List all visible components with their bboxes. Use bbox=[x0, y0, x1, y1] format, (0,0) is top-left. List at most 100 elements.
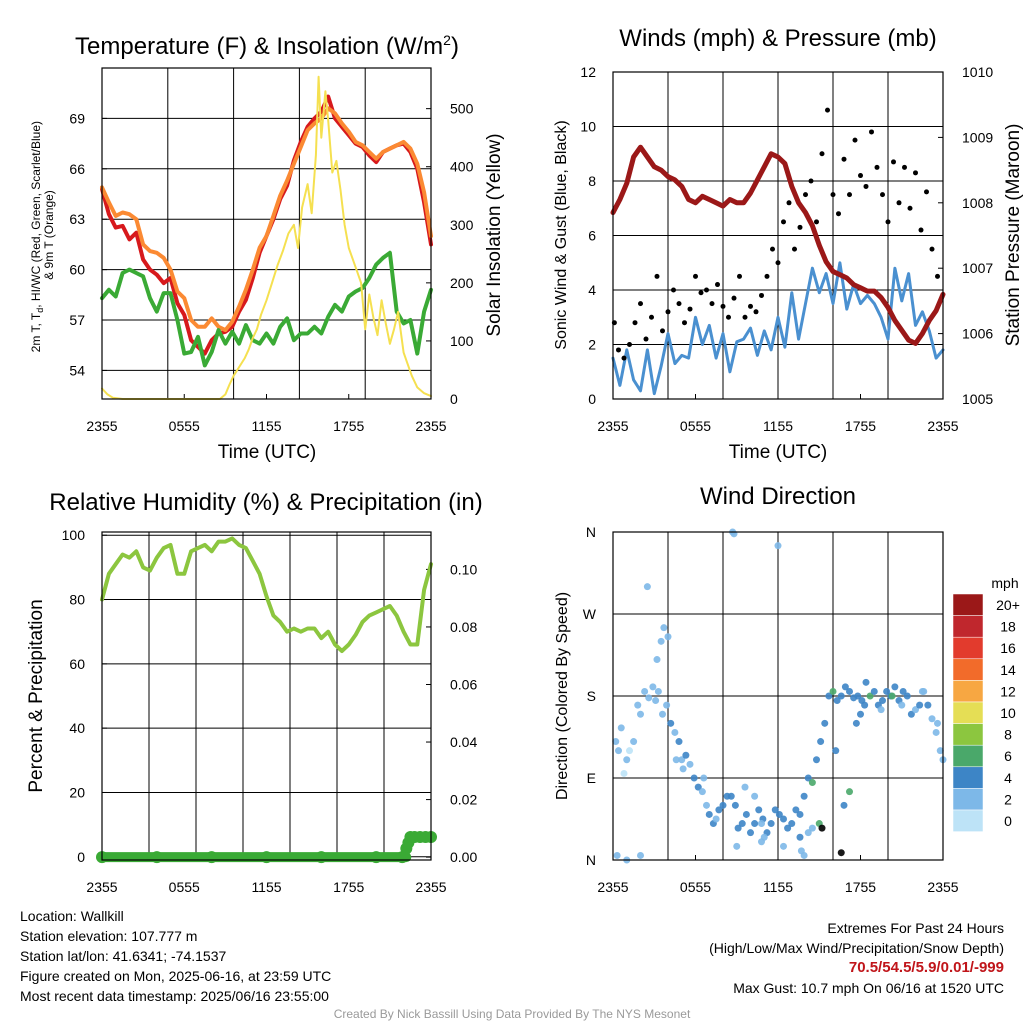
direction-point bbox=[690, 774, 698, 782]
direction-point bbox=[637, 851, 644, 859]
gust-point bbox=[869, 129, 874, 135]
y-tick-label: 2 bbox=[588, 337, 596, 353]
direction-point bbox=[612, 738, 620, 746]
direction-point bbox=[833, 697, 841, 705]
gust-point bbox=[781, 219, 786, 225]
direction-point bbox=[852, 719, 860, 727]
direction-point bbox=[653, 656, 661, 664]
gust-point bbox=[759, 292, 764, 298]
direction-point bbox=[817, 738, 825, 746]
y2-tick-label: 0.10 bbox=[450, 561, 477, 577]
x-tick-label: 2355 bbox=[597, 879, 628, 895]
temperature-ylabel-line1: 2m T, Td, HI/WC (Red, Green, Scarlet/Blu… bbox=[29, 121, 45, 352]
gust-point bbox=[841, 156, 847, 162]
legend-label: 20+ bbox=[996, 597, 1020, 613]
gust-point bbox=[885, 219, 891, 225]
x-tick-label: 1755 bbox=[845, 879, 876, 895]
y-tick-label: 0 bbox=[77, 849, 85, 865]
pressure-series bbox=[610, 144, 946, 346]
direction-point bbox=[700, 774, 708, 782]
direction-point bbox=[903, 692, 911, 700]
direction-point bbox=[879, 697, 886, 705]
direction-point bbox=[613, 851, 621, 859]
gust-point bbox=[852, 137, 858, 143]
direction-point bbox=[774, 542, 782, 550]
direction-point bbox=[780, 842, 787, 850]
y-tick-label: S bbox=[587, 688, 596, 704]
extremes-title: Extremes For Past 24 Hours bbox=[827, 920, 1004, 936]
x-tick-label: 1755 bbox=[333, 418, 364, 434]
direction-point bbox=[912, 706, 919, 714]
direction-point bbox=[645, 694, 653, 702]
direction-point bbox=[652, 697, 660, 705]
direction-point bbox=[767, 820, 775, 828]
y-tick-label: 69 bbox=[69, 110, 85, 126]
direction-point bbox=[659, 710, 666, 718]
direction-point bbox=[634, 701, 642, 709]
x-tick-label: 2355 bbox=[415, 418, 446, 434]
legend-swatch bbox=[952, 788, 984, 811]
direction-point bbox=[637, 710, 644, 718]
y2-tick-label: 300 bbox=[450, 217, 474, 233]
gust-point bbox=[731, 295, 737, 301]
direction-point bbox=[840, 801, 848, 809]
legend-swatch bbox=[952, 658, 984, 681]
direction-point bbox=[694, 783, 702, 791]
winds-xlabel: Time (UTC) bbox=[729, 442, 828, 463]
y-tick-label: E bbox=[587, 770, 596, 786]
direction-point bbox=[804, 829, 812, 837]
y2-tick-label: 1007 bbox=[962, 260, 993, 276]
gust-point bbox=[660, 328, 665, 334]
legend-swatch bbox=[952, 636, 984, 660]
station-latlon: Station lat/lon: 41.6341; -74.1537 bbox=[20, 948, 227, 964]
direction-point bbox=[643, 583, 651, 591]
legend-swatch bbox=[952, 593, 984, 616]
direction-point bbox=[620, 769, 628, 777]
direction-point bbox=[780, 815, 787, 823]
direction-point bbox=[808, 779, 816, 787]
y2-tick-label: 1009 bbox=[962, 129, 993, 145]
direction-point bbox=[877, 706, 885, 714]
gust-point bbox=[698, 290, 704, 296]
direction-point bbox=[928, 715, 936, 723]
gust-point bbox=[874, 164, 880, 170]
gust-point bbox=[902, 164, 907, 170]
y2-tick-label: 0.08 bbox=[450, 619, 477, 635]
y-tick-label: 40 bbox=[69, 720, 85, 736]
plot-frame bbox=[101, 67, 432, 400]
direction-point bbox=[730, 530, 738, 538]
gust-point bbox=[764, 273, 770, 279]
gust-point bbox=[649, 314, 654, 320]
legend-swatch bbox=[952, 809, 984, 832]
direction-point bbox=[698, 788, 706, 796]
direction-point bbox=[615, 747, 622, 755]
direction-point bbox=[731, 801, 739, 809]
gust-point bbox=[819, 151, 825, 157]
credit-line: Created By Nick Bassill Using Data Provi… bbox=[333, 1007, 691, 1021]
gust-point bbox=[847, 192, 852, 198]
dewpoint-series bbox=[100, 250, 433, 368]
x-tick-label: 2355 bbox=[927, 418, 958, 434]
gust-point bbox=[814, 219, 819, 225]
gust-point bbox=[687, 306, 693, 312]
plot-frame bbox=[612, 531, 944, 861]
direction-point bbox=[742, 810, 750, 818]
gust-point bbox=[803, 192, 808, 198]
y2-tick-label: 0.02 bbox=[450, 792, 477, 808]
gust-point bbox=[918, 227, 924, 233]
y2-tick-label: 400 bbox=[450, 159, 474, 175]
recent-timestamp: Most recent data timestamp: 2025/06/16 2… bbox=[20, 988, 329, 1004]
legend-label: 18 bbox=[1000, 619, 1016, 635]
temperature-ylabel-left: 2m T, Td, HI/WC (Red, Green, Scarlet/Blu… bbox=[29, 118, 56, 353]
x-tick-label: 1155 bbox=[251, 418, 281, 434]
direction-point bbox=[623, 756, 631, 764]
direction-point bbox=[703, 801, 710, 809]
gust-point bbox=[770, 246, 775, 252]
direction-point bbox=[866, 692, 874, 700]
legend-swatch bbox=[952, 615, 984, 638]
gust-point bbox=[632, 320, 638, 326]
extremes-info: Extremes For Past 24 Hours (High/Low/Max… bbox=[709, 918, 1004, 998]
legend-swatch bbox=[952, 766, 984, 789]
legend-label: 10 bbox=[1000, 705, 1016, 721]
direction-point bbox=[837, 692, 845, 700]
